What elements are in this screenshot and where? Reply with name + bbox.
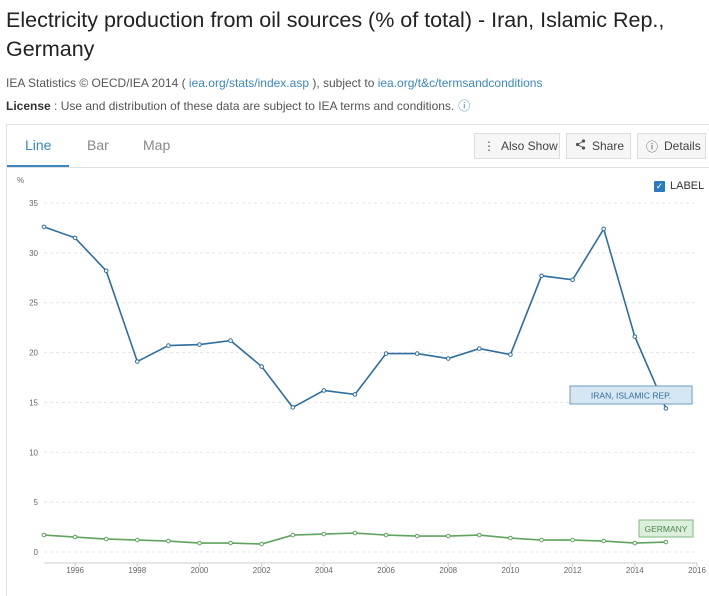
- tab-map[interactable]: Map: [143, 137, 171, 153]
- also-show-button[interactable]: ⋮ Also Show: [474, 133, 560, 159]
- data-point[interactable]: [632, 540, 638, 546]
- x-tick-label: 2004: [315, 566, 333, 575]
- share-icon: [575, 139, 586, 153]
- data-point[interactable]: [570, 537, 575, 543]
- data-point[interactable]: [259, 364, 264, 369]
- details-button[interactable]: ⓘ Details: [637, 133, 706, 159]
- label-toggle[interactable]: ✓ LABEL: [654, 180, 704, 192]
- data-point[interactable]: [663, 406, 669, 411]
- source-middle: ), subject to: [309, 76, 378, 90]
- data-point[interactable]: [228, 338, 233, 343]
- data-point[interactable]: [41, 532, 47, 538]
- series-label-box-iran: [569, 385, 693, 405]
- page-title: Electricity production from oil sources …: [6, 8, 665, 61]
- y-tick-label: 15: [29, 398, 38, 407]
- y-tick-label: 35: [29, 199, 38, 208]
- data-point[interactable]: [41, 224, 47, 230]
- data-point[interactable]: [103, 268, 109, 274]
- x-tick-label: 1996: [66, 566, 84, 575]
- data-point[interactable]: [290, 532, 296, 538]
- data-point[interactable]: [477, 532, 482, 538]
- info-icon[interactable]: ⓘ: [458, 99, 471, 113]
- label-toggle-text: LABEL: [670, 180, 705, 192]
- share-button[interactable]: Share: [566, 133, 631, 159]
- data-point[interactable]: [197, 342, 202, 347]
- data-point[interactable]: [197, 540, 202, 546]
- x-tick-label: 2008: [439, 566, 457, 575]
- data-point[interactable]: [508, 352, 513, 357]
- y-tick-label: 30: [29, 249, 38, 258]
- y-tick-label: 20: [29, 349, 38, 358]
- source-prefix: IEA Statistics © OECD/IEA 2014 (: [6, 76, 189, 90]
- x-tick-label: 2016: [688, 566, 706, 575]
- x-tick-label: 2012: [564, 566, 582, 575]
- terms-link[interactable]: iea.org/t&c/termsandconditions: [377, 76, 543, 90]
- x-tick-label: 2014: [626, 566, 644, 575]
- label-checkbox[interactable]: ✓: [654, 180, 665, 192]
- y-tick-label: 25: [29, 299, 38, 308]
- data-point[interactable]: [414, 351, 420, 356]
- series-label-box-germany: [638, 519, 694, 538]
- data-point[interactable]: [539, 273, 544, 279]
- data-point[interactable]: [477, 346, 482, 351]
- license-text: : Use and distribution of these data are…: [50, 99, 455, 113]
- series-line: [43, 226, 667, 409]
- data-point[interactable]: [72, 235, 78, 241]
- x-tick-label: 2002: [253, 566, 271, 575]
- chart-tabs: Line Bar Map ⋮ Also Show Share ⓘ Details: [7, 125, 709, 168]
- more-vertical-icon: ⋮: [483, 139, 495, 153]
- also-show-label: Also Show: [501, 139, 558, 153]
- data-point[interactable]: [352, 530, 358, 536]
- series-label-iran: IRAN, ISLAMIC REP.: [591, 391, 671, 401]
- series-label-germany: GERMANY: [645, 524, 688, 534]
- data-point[interactable]: [103, 536, 109, 542]
- y-tick-label: 0: [34, 548, 39, 557]
- info-circle-icon: ⓘ: [646, 139, 659, 154]
- license-line: License : Use and distribution of these …: [6, 97, 470, 114]
- y-tick-label: 5: [34, 498, 39, 507]
- data-point[interactable]: [445, 533, 451, 539]
- data-point[interactable]: [383, 351, 389, 356]
- data-point[interactable]: [508, 535, 513, 541]
- data-point[interactable]: [321, 388, 327, 393]
- data-point[interactable]: [352, 392, 358, 397]
- data-point[interactable]: [601, 538, 607, 544]
- data-point[interactable]: [383, 532, 389, 538]
- source-line: IEA Statistics © OECD/IEA 2014 ( iea.org…: [6, 76, 542, 90]
- data-point[interactable]: [601, 226, 607, 232]
- data-point[interactable]: [539, 537, 544, 543]
- x-tick-label: 2010: [502, 566, 520, 575]
- data-point[interactable]: [134, 359, 140, 364]
- data-point[interactable]: [632, 334, 638, 339]
- data-point[interactable]: [445, 356, 451, 361]
- data-point[interactable]: [228, 540, 233, 546]
- license-label: License: [6, 99, 51, 113]
- stats-link[interactable]: iea.org/stats/index.asp: [188, 76, 309, 90]
- data-point[interactable]: [414, 533, 420, 539]
- data-point[interactable]: [134, 537, 140, 543]
- data-point[interactable]: [259, 541, 264, 547]
- data-point[interactable]: [321, 531, 327, 537]
- x-tick-label: 2000: [191, 566, 209, 575]
- x-tick-label: 2006: [377, 566, 395, 575]
- share-label: Share: [592, 139, 625, 153]
- tab-bar[interactable]: Bar: [87, 137, 109, 153]
- y-axis-label: %: [17, 176, 24, 185]
- data-point[interactable]: [290, 405, 296, 410]
- details-label: Details: [664, 139, 701, 153]
- data-point[interactable]: [72, 534, 78, 540]
- data-point[interactable]: [166, 538, 171, 544]
- y-tick-label: 10: [29, 448, 38, 457]
- data-point[interactable]: [663, 539, 669, 545]
- data-point[interactable]: [166, 343, 171, 348]
- tab-line[interactable]: Line: [25, 137, 52, 153]
- active-tab-indicator: [7, 165, 69, 167]
- x-tick-label: 1998: [128, 566, 146, 575]
- data-point[interactable]: [570, 277, 575, 283]
